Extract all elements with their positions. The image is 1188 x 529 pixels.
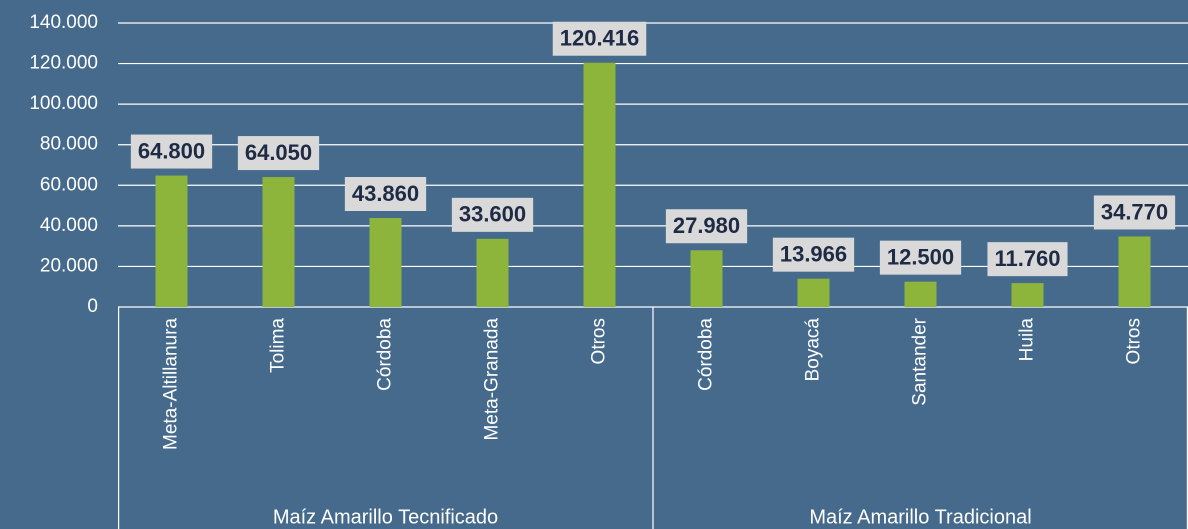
x-tick-label: Santander xyxy=(910,317,931,405)
y-tick-label: 80.000 xyxy=(40,134,98,155)
y-tick-label: 120.000 xyxy=(29,53,98,74)
data-label: 13.966 xyxy=(780,241,847,266)
bar xyxy=(262,177,295,307)
bar xyxy=(1011,283,1044,307)
data-label-box xyxy=(772,237,855,272)
data-label-box xyxy=(665,209,748,244)
x-tick-label: Tolima xyxy=(268,318,289,373)
x-tick-label: Huila xyxy=(1017,318,1038,362)
x-tick-label: Boyacá xyxy=(803,318,824,382)
data-label-box xyxy=(987,242,1068,277)
data-label: 12.500 xyxy=(887,244,954,269)
data-label: 11.760 xyxy=(994,246,1060,271)
bar xyxy=(369,218,402,307)
group-label: Maíz Amarillo Tradicional xyxy=(809,506,1031,528)
data-label: 43.860 xyxy=(352,181,419,206)
bar xyxy=(1118,236,1151,307)
data-label: 64.800 xyxy=(138,138,205,163)
bar xyxy=(904,281,937,307)
group-label: Maíz Amarillo Tecnificado xyxy=(273,506,498,528)
y-tick-label: 40.000 xyxy=(40,215,98,236)
bar xyxy=(476,238,509,307)
y-tick-label: 140.000 xyxy=(29,12,98,33)
x-tick-label: Otros xyxy=(1124,318,1145,364)
y-tick-label: 20.000 xyxy=(40,255,98,276)
data-label-box xyxy=(237,136,320,171)
data-label-box xyxy=(1093,195,1176,230)
bar xyxy=(583,62,616,308)
bar xyxy=(155,175,188,307)
data-label: 33.600 xyxy=(459,202,526,227)
data-label-box xyxy=(552,21,647,56)
data-label-box xyxy=(130,134,213,169)
x-tick-label: Córdoba xyxy=(696,318,717,391)
y-tick-label: 60.000 xyxy=(40,174,98,195)
x-tick-label: Córdoba xyxy=(375,318,396,391)
data-label: 120.416 xyxy=(560,26,640,51)
data-label: 34.770 xyxy=(1101,199,1168,224)
data-label: 27.980 xyxy=(673,213,740,238)
data-label-box xyxy=(879,240,962,275)
x-tick-label: Meta-Altillanura xyxy=(161,318,182,450)
data-label: 64.050 xyxy=(245,140,312,165)
bar xyxy=(797,278,830,307)
y-tick-label: 0 xyxy=(87,296,98,317)
bar xyxy=(690,250,723,307)
data-label-box xyxy=(451,197,534,232)
x-tick-label: Otros xyxy=(589,318,610,364)
data-label-box xyxy=(344,177,427,212)
y-tick-label: 100.000 xyxy=(29,93,98,114)
x-tick-label: Meta-Granada xyxy=(482,318,503,441)
